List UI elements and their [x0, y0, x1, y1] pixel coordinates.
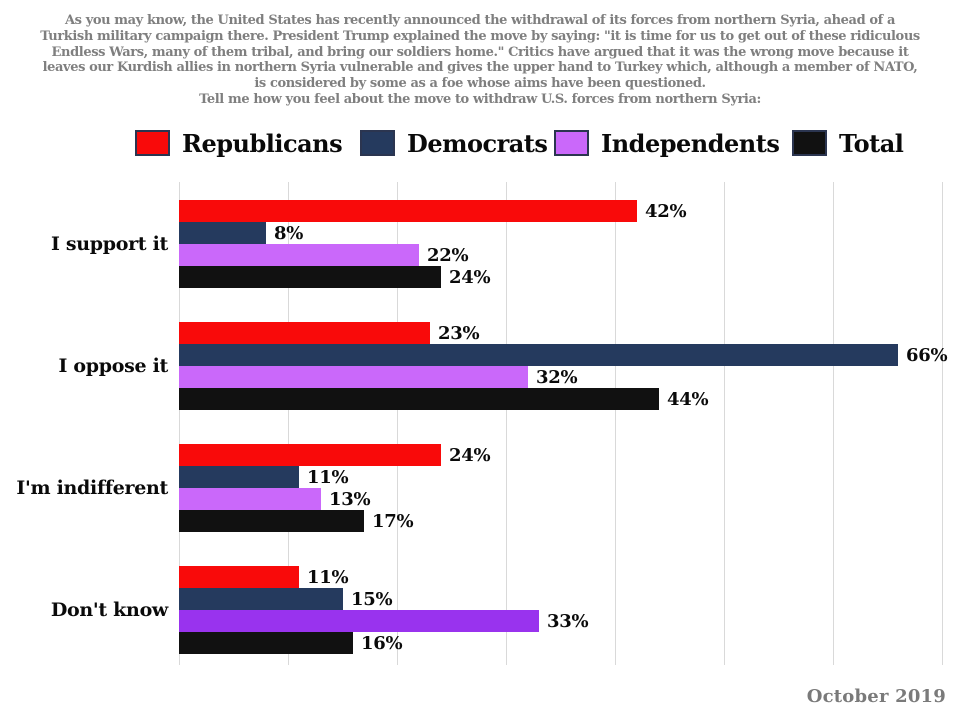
bar-democrats: [179, 466, 299, 488]
bar-democrats: [179, 222, 266, 244]
bar-value-label: 23%: [438, 322, 480, 344]
gridline: [397, 182, 398, 665]
legend-swatch-icon: [135, 130, 170, 156]
bar-total: [179, 388, 659, 410]
bar-value-label: 44%: [667, 388, 709, 410]
legend-label: Republicans: [182, 128, 343, 158]
bar-row-republicans-don-t-know: 11%: [179, 566, 349, 588]
bar-value-label: 8%: [274, 222, 304, 244]
bar-row-democrats-don-t-know: 15%: [179, 588, 393, 610]
bar-row-republicans-i-m-indifferent: 24%: [179, 444, 491, 466]
bar-value-label: 32%: [536, 366, 578, 388]
question-line-4: leaves our Kurdish allies in northern Sy…: [42, 60, 918, 76]
bar-row-republicans-i-oppose-it: 23%: [179, 322, 480, 344]
gridline: [833, 182, 834, 665]
bar-row-independents-i-m-indifferent: 13%: [179, 488, 371, 510]
legend-item-total: Total: [792, 127, 904, 159]
bar-independents: [179, 610, 539, 632]
gridline: [942, 182, 943, 665]
bar-row-republicans-i-support-it: 42%: [179, 200, 687, 222]
legend-item-democrats: Democrats: [360, 127, 548, 159]
bar-value-label: 42%: [645, 200, 687, 222]
bar-row-democrats-i-support-it: 8%: [179, 222, 303, 244]
bar-total: [179, 632, 353, 654]
date-label: October 2019: [806, 686, 946, 707]
question-line-1: As you may know, the United States has r…: [64, 13, 896, 28]
bar-republicans: [179, 566, 299, 588]
question-line-2: Turkish military campaign there. Preside…: [40, 28, 920, 44]
bar-value-label: 22%: [427, 244, 469, 266]
bar-row-democrats-i-oppose-it: 66%: [179, 344, 948, 366]
bar-row-total-i-oppose-it: 44%: [179, 388, 709, 410]
bar-row-independents-i-oppose-it: 32%: [179, 366, 578, 388]
bar-total: [179, 266, 441, 288]
bar-value-label: 11%: [307, 466, 349, 488]
bar-row-total-i-support-it: 24%: [179, 266, 491, 288]
legend-label: Independents: [601, 128, 780, 158]
gridline: [615, 182, 616, 665]
bar-republicans: [179, 444, 441, 466]
bar-row-total-don-t-know: 16%: [179, 632, 403, 654]
bar-independents: [179, 488, 321, 510]
bar-value-label: 11%: [307, 566, 349, 588]
bar-value-label: 15%: [351, 588, 393, 610]
category-label-don-t-know: Don't know: [50, 599, 168, 621]
bar-value-label: 33%: [547, 610, 589, 632]
question-line-6: Tell me how you feel about the move to w…: [199, 91, 761, 107]
bar-independents: [179, 366, 528, 388]
gridline: [506, 182, 507, 665]
gridline: [724, 182, 725, 665]
legend-swatch-icon: [360, 130, 395, 156]
bar-value-label: 13%: [329, 488, 371, 510]
bar-value-label: 66%: [906, 344, 948, 366]
bar-value-label: 16%: [361, 632, 403, 654]
gridline: [179, 182, 180, 665]
bar-row-democrats-i-m-indifferent: 11%: [179, 466, 349, 488]
legend-swatch-icon: [554, 130, 589, 156]
bar-republicans: [179, 200, 637, 222]
category-label-i-m-indifferent: I'm indifferent: [16, 477, 168, 499]
bar-total: [179, 510, 364, 532]
bar-row-total-i-m-indifferent: 17%: [179, 510, 414, 532]
legend-item-republicans: Republicans: [135, 127, 343, 159]
bar-row-independents-don-t-know: 33%: [179, 610, 589, 632]
bar-republicans: [179, 322, 430, 344]
legend-swatch-icon: [792, 130, 827, 156]
legend-label: Democrats: [407, 128, 548, 158]
bar-independents: [179, 244, 419, 266]
bar-value-label: 24%: [449, 266, 491, 288]
question-line-3: Endless Wars, many of them tribal, and b…: [51, 44, 909, 60]
gridline: [288, 182, 289, 665]
question-line-5: is considered by some as a foe whose aim…: [254, 76, 706, 92]
bar-row-independents-i-support-it: 22%: [179, 244, 469, 266]
legend-label: Total: [839, 128, 904, 158]
bar-value-label: 17%: [372, 510, 414, 532]
legend-item-independents: Independents: [554, 127, 780, 159]
question-text: As you may know, the United States has r…: [0, 13, 960, 108]
legend: Republicans Democrats Independents Total: [0, 127, 960, 159]
bar-value-label: 24%: [449, 444, 491, 466]
category-label-i-support-it: I support it: [50, 233, 168, 255]
category-label-i-oppose-it: I oppose it: [58, 355, 168, 377]
bar-democrats: [179, 588, 343, 610]
bar-democrats: [179, 344, 898, 366]
